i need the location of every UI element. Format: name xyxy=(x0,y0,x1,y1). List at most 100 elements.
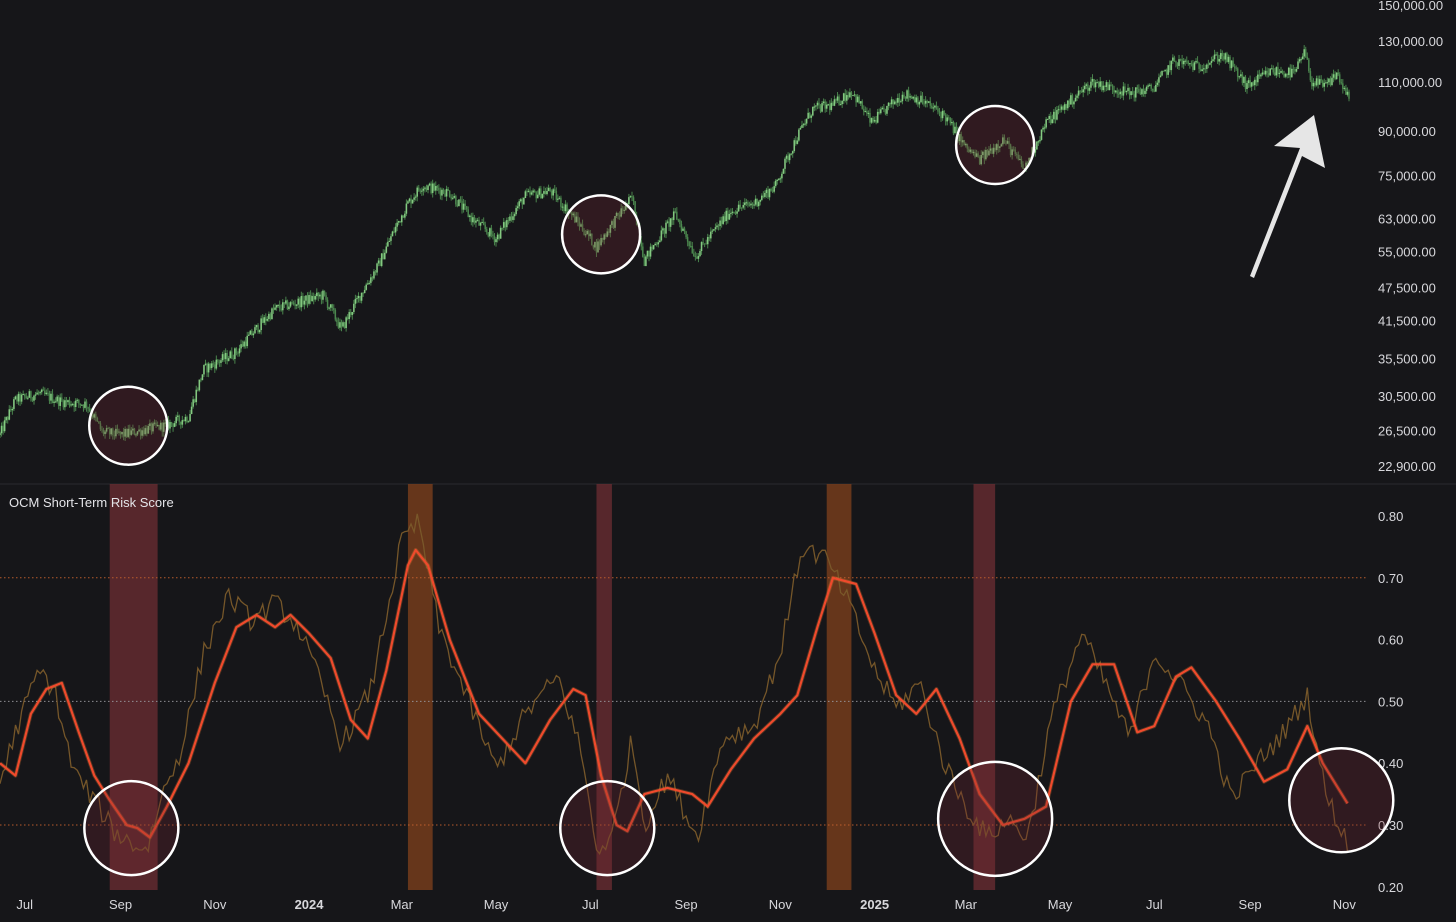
candle-body xyxy=(1020,158,1023,165)
candle-body xyxy=(91,414,94,418)
candle-body xyxy=(1105,82,1108,88)
candle-body xyxy=(451,197,454,199)
candle-body xyxy=(1094,82,1097,88)
candle-body xyxy=(519,199,522,202)
candle-body xyxy=(314,296,317,300)
candle-body xyxy=(1304,49,1307,57)
candle-body xyxy=(912,96,915,99)
candle-body xyxy=(1003,137,1006,144)
candle-body xyxy=(283,302,286,304)
candle-body xyxy=(1266,70,1268,73)
risk-axis-label: 0.70 xyxy=(1378,571,1403,586)
candle-body xyxy=(1340,82,1343,84)
candle-body xyxy=(19,393,21,402)
candle-body xyxy=(297,298,300,305)
candle-body xyxy=(761,195,763,200)
candle-body xyxy=(832,102,834,106)
candle-body xyxy=(819,105,822,112)
candle-body xyxy=(598,241,601,246)
risk-highlight-circle xyxy=(559,779,656,877)
candle-body xyxy=(257,324,259,333)
candle-body xyxy=(136,431,139,435)
risk-fast-line xyxy=(0,513,1349,855)
candle-body xyxy=(1320,79,1322,81)
candle-body xyxy=(453,196,456,198)
candle-body xyxy=(997,144,1000,148)
candle-body xyxy=(830,102,833,110)
candle-body xyxy=(1272,68,1275,73)
candle-body xyxy=(689,245,692,247)
risk-axis-label: 0.50 xyxy=(1378,694,1403,709)
candle-body xyxy=(597,241,599,253)
candle-body xyxy=(84,401,86,408)
candle-body xyxy=(909,96,911,98)
price-highlight-circle xyxy=(88,385,169,466)
candle-body xyxy=(280,308,283,311)
candle-body xyxy=(400,215,403,223)
candle-body xyxy=(1153,90,1156,92)
candle-body xyxy=(98,421,100,424)
candle-body xyxy=(711,230,714,232)
candle-body xyxy=(499,227,502,239)
candle-body xyxy=(172,423,174,427)
candle-body xyxy=(793,140,796,152)
price-axis-label: 110,000.00 xyxy=(1378,75,1442,90)
candle-body xyxy=(666,221,669,223)
candle-body xyxy=(73,403,75,408)
candle-body xyxy=(447,188,449,191)
candle-body xyxy=(855,94,857,103)
candle-body xyxy=(431,183,434,193)
candle-body xyxy=(1212,59,1214,61)
candle-body xyxy=(342,322,344,327)
candle-body xyxy=(232,358,235,360)
candle-body xyxy=(1287,67,1290,76)
candle-body xyxy=(994,147,996,151)
candle-body xyxy=(207,363,210,373)
candle-body xyxy=(192,399,194,407)
candle-body xyxy=(376,263,378,273)
candle-body xyxy=(822,101,825,104)
candle-body xyxy=(983,151,986,160)
candle-body xyxy=(6,417,9,420)
candle-body xyxy=(798,129,800,141)
candle-body xyxy=(672,211,675,221)
candle-body xyxy=(986,149,989,156)
candle-body xyxy=(784,158,786,169)
candle-body xyxy=(48,393,51,401)
candle-body xyxy=(64,400,66,408)
candle-body xyxy=(1173,57,1176,62)
x-axis-label: 2024 xyxy=(295,897,325,912)
candle-body xyxy=(710,231,712,239)
candle-body xyxy=(1213,54,1216,60)
candle-body xyxy=(30,391,32,399)
candle-body xyxy=(186,416,188,423)
candle-body xyxy=(887,102,890,106)
x-axis-label: Nov xyxy=(769,897,793,912)
candle-body xyxy=(1000,144,1003,147)
candle-body xyxy=(1221,53,1224,57)
candle-body xyxy=(555,190,558,200)
candle-body xyxy=(929,101,932,106)
candle-body xyxy=(1043,127,1046,129)
candle-body xyxy=(303,300,306,305)
candle-body xyxy=(626,202,629,205)
candle-body xyxy=(391,231,394,237)
candle-body xyxy=(16,396,18,402)
candle-body xyxy=(1104,85,1106,88)
candle-body xyxy=(20,394,23,402)
candle-body xyxy=(757,201,760,207)
candle-body xyxy=(731,211,734,213)
candle-body xyxy=(122,431,125,437)
candle-body xyxy=(688,241,690,246)
candle-body xyxy=(363,289,366,294)
candle-body xyxy=(553,189,556,191)
candle-body xyxy=(181,420,184,425)
candle-body xyxy=(1329,78,1332,86)
candle-body xyxy=(448,190,451,197)
candle-body xyxy=(121,431,123,435)
price-axis-label: 150,000.00 xyxy=(1378,0,1443,13)
candle-body xyxy=(113,435,116,437)
candle-body xyxy=(591,233,593,246)
candle-body xyxy=(778,178,780,180)
risk-band xyxy=(109,484,158,890)
